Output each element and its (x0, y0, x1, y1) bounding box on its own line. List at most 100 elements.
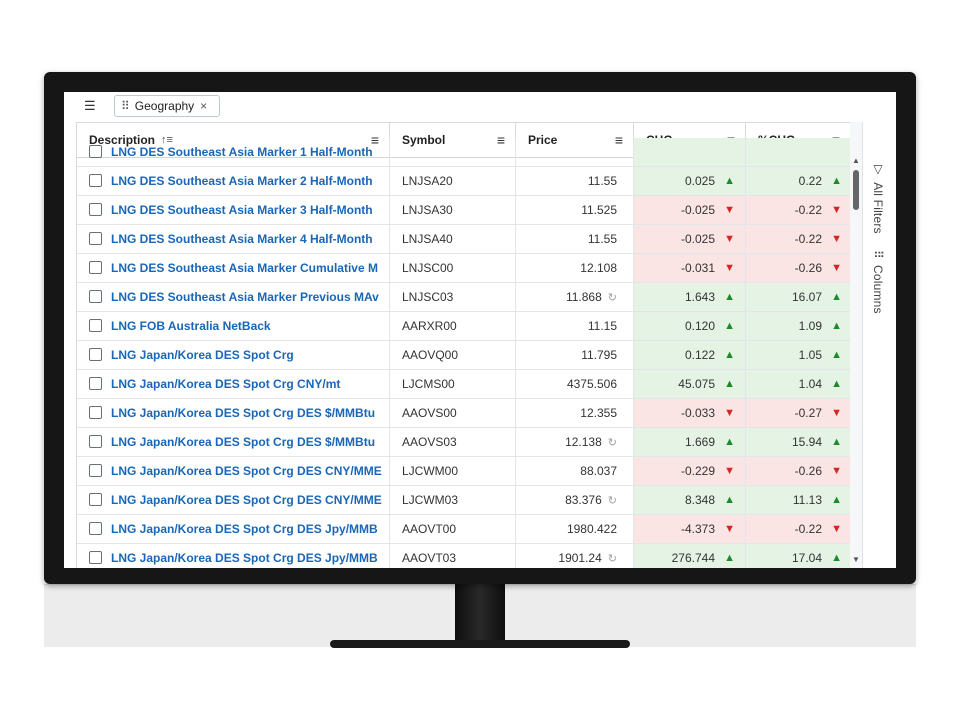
description-link[interactable]: LNG Japan/Korea DES Spot Crg DES $/MMBtu (111, 406, 376, 420)
price-cell: 11.15 (516, 312, 634, 340)
sort-ascending-icon[interactable]: ↑≡ (161, 134, 173, 146)
row-checkbox[interactable] (89, 174, 102, 187)
row-checkbox[interactable] (89, 232, 102, 245)
pct-chg-value: 11.13 (792, 493, 822, 507)
table-row[interactable]: LNG FOB Australia NetBack AARXR00 11.15 0.1… (77, 312, 851, 341)
description-link[interactable]: LNG DES Southeast Asia Marker Previous M… (111, 290, 379, 304)
description-link[interactable]: LNG DES Southeast Asia Marker 1 Half-Mon… (111, 145, 373, 159)
row-checkbox[interactable] (89, 493, 102, 506)
chg-cell: 8.348 ▲ (634, 486, 746, 514)
table-row[interactable]: LNG DES Southeast Asia Marker 3 Half-Mon… (77, 196, 851, 225)
column-menu-icon[interactable]: ≡ (496, 132, 505, 148)
group-by-chip[interactable]: ⠿ Geography × (114, 95, 220, 117)
description-cell[interactable]: LNG DES Southeast Asia Marker 1 Half-Mon… (77, 138, 390, 166)
table-row[interactable]: LNG Japan/Korea DES Spot Crg DES $/MMBtu… (77, 428, 851, 457)
table-row[interactable]: LNG Japan/Korea DES Spot Crg CNY/mt LJCMS… (77, 370, 851, 399)
description-cell[interactable]: LNG Japan/Korea DES Spot Crg DES $/MMBtu (77, 399, 390, 427)
vertical-scrollbar[interactable]: ▲ ▼ (850, 122, 862, 568)
list-indent-icon[interactable]: ☰ (84, 98, 96, 113)
chg-cell: -0.025 ▼ (634, 225, 746, 253)
description-cell[interactable]: LNG Japan/Korea DES Spot Crg DES Jpy/MMB (77, 515, 390, 543)
description-link[interactable]: LNG DES Southeast Asia Marker 4 Half-Mon… (111, 232, 373, 246)
pct-chg-cell: -0.22 ▼ (746, 196, 851, 224)
table-row[interactable]: LNG Japan/Korea DES Spot Crg DES CNY/MME… (77, 457, 851, 486)
columns-tab[interactable]: ⠿ Columns (871, 250, 885, 314)
description-cell[interactable]: LNG Japan/Korea DES Spot Crg DES Jpy/MMB (77, 544, 390, 568)
description-link[interactable]: LNG Japan/Korea DES Spot Crg (111, 348, 294, 362)
all-filters-tab[interactable]: ▽ All Filters (871, 162, 885, 234)
chg-cell: -0.229 ▼ (634, 457, 746, 485)
table-row[interactable]: LNG Japan/Korea DES Spot Crg DES $/MMBtu… (77, 399, 851, 428)
pct-chg-cell: 1.04 ▲ (746, 370, 851, 398)
row-checkbox[interactable] (89, 522, 102, 535)
description-cell[interactable]: LNG Japan/Korea DES Spot Crg DES CNY/MME (77, 486, 390, 514)
table-row[interactable]: LNG DES Southeast Asia Marker 2 Half-Mon… (77, 167, 851, 196)
table-row[interactable]: LNG Japan/Korea DES Spot Crg DES Jpy/MMB… (77, 544, 851, 568)
row-checkbox[interactable] (89, 261, 102, 274)
description-link[interactable]: LNG DES Southeast Asia Marker 3 Half-Mon… (111, 203, 373, 217)
row-checkbox[interactable] (89, 319, 102, 332)
table-row[interactable]: LNG Japan/Korea DES Spot Crg AAOVQ00 11.79… (77, 341, 851, 370)
pct-chg-cell: 1.05 ▲ (746, 341, 851, 369)
description-cell[interactable]: LNG Japan/Korea DES Spot Crg DES $/MMBtu (77, 428, 390, 456)
row-checkbox[interactable] (89, 145, 102, 158)
description-cell[interactable]: LNG FOB Australia NetBack (77, 312, 390, 340)
description-link[interactable]: LNG FOB Australia NetBack (111, 319, 271, 333)
column-menu-icon[interactable]: ≡ (614, 132, 623, 148)
description-cell[interactable]: LNG DES Southeast Asia Marker 2 Half-Mon… (77, 167, 390, 195)
description-cell[interactable]: LNG DES Southeast Asia Marker Previous M… (77, 283, 390, 311)
row-checkbox[interactable] (89, 290, 102, 303)
description-link[interactable]: LNG Japan/Korea DES Spot Crg DES CNY/MME (111, 464, 382, 478)
description-cell[interactable]: LNG DES Southeast Asia Marker 3 Half-Mon… (77, 196, 390, 224)
row-checkbox[interactable] (89, 203, 102, 216)
up-arrow-icon: ▲ (724, 320, 735, 332)
up-arrow-icon: ▲ (831, 378, 842, 390)
description-link[interactable]: LNG Japan/Korea DES Spot Crg CNY/mt (111, 377, 341, 391)
chg-value: 0.120 (684, 319, 715, 333)
chg-cell: 1.643 ▲ (634, 283, 746, 311)
description-link[interactable]: LNG Japan/Korea DES Spot Crg DES $/MMBtu (111, 435, 376, 449)
recalculated-icon[interactable]: ↻ (607, 553, 617, 565)
table-row[interactable]: LNG Japan/Korea DES Spot Crg DES CNY/MME… (77, 486, 851, 515)
recalculated-icon[interactable]: ↻ (607, 292, 617, 304)
table-row[interactable]: LNG DES Southeast Asia Marker Cumulative… (77, 254, 851, 283)
recalculated-icon[interactable]: ↻ (607, 437, 617, 449)
row-checkbox[interactable] (89, 435, 102, 448)
description-cell[interactable]: LNG Japan/Korea DES Spot Crg DES CNY/MME (77, 457, 390, 485)
down-arrow-icon: ▼ (724, 204, 735, 216)
down-arrow-icon: ▼ (724, 523, 735, 535)
description-link[interactable]: LNG Japan/Korea DES Spot Crg DES Jpy/MMB (111, 551, 378, 565)
description-cell[interactable]: LNG DES Southeast Asia Marker 4 Half-Mon… (77, 225, 390, 253)
row-checkbox[interactable] (89, 406, 102, 419)
description-cell[interactable]: LNG Japan/Korea DES Spot Crg CNY/mt (77, 370, 390, 398)
drag-handle-icon[interactable]: ⠿ (121, 99, 130, 113)
table-row[interactable]: LNG DES Southeast Asia Marker 1 Half-Mon… (77, 138, 851, 167)
description-link[interactable]: LNG Japan/Korea DES Spot Crg DES Jpy/MMB (111, 522, 378, 536)
scrollbar-thumb[interactable] (853, 170, 859, 210)
recalculated-icon[interactable]: ↻ (607, 495, 617, 507)
close-icon[interactable]: × (200, 99, 208, 113)
symbol-cell: AAOVT03 (390, 544, 516, 568)
scroll-up-arrow-icon[interactable]: ▲ (852, 156, 860, 165)
row-checkbox[interactable] (89, 348, 102, 361)
price-cell: 12.355 (516, 399, 634, 427)
table-row[interactable]: LNG DES Southeast Asia Marker Previous M… (77, 283, 851, 312)
table-row[interactable]: LNG Japan/Korea DES Spot Crg DES Jpy/MMB… (77, 515, 851, 544)
row-checkbox[interactable] (89, 464, 102, 477)
price-cell: 88.037 (516, 457, 634, 485)
price-cell: 4375.506 (516, 370, 634, 398)
column-menu-icon[interactable]: ≡ (370, 132, 379, 148)
description-link[interactable]: LNG DES Southeast Asia Marker 2 Half-Mon… (111, 174, 373, 188)
down-arrow-icon: ▼ (831, 407, 842, 419)
row-checkbox[interactable] (89, 551, 102, 564)
row-checkbox[interactable] (89, 377, 102, 390)
monitor-stand-base (330, 640, 630, 648)
description-cell[interactable]: LNG Japan/Korea DES Spot Crg (77, 341, 390, 369)
description-cell[interactable]: LNG DES Southeast Asia Marker Cumulative… (77, 254, 390, 282)
description-link[interactable]: LNG DES Southeast Asia Marker Cumulative… (111, 261, 378, 275)
description-link[interactable]: LNG Japan/Korea DES Spot Crg DES CNY/MME (111, 493, 382, 507)
price-cell: 1901.24 ↻ (516, 544, 634, 568)
price-value: 4375.506 (566, 377, 617, 391)
scroll-down-arrow-icon[interactable]: ▼ (852, 555, 860, 564)
table-row[interactable]: LNG DES Southeast Asia Marker 4 Half-Mon… (77, 225, 851, 254)
